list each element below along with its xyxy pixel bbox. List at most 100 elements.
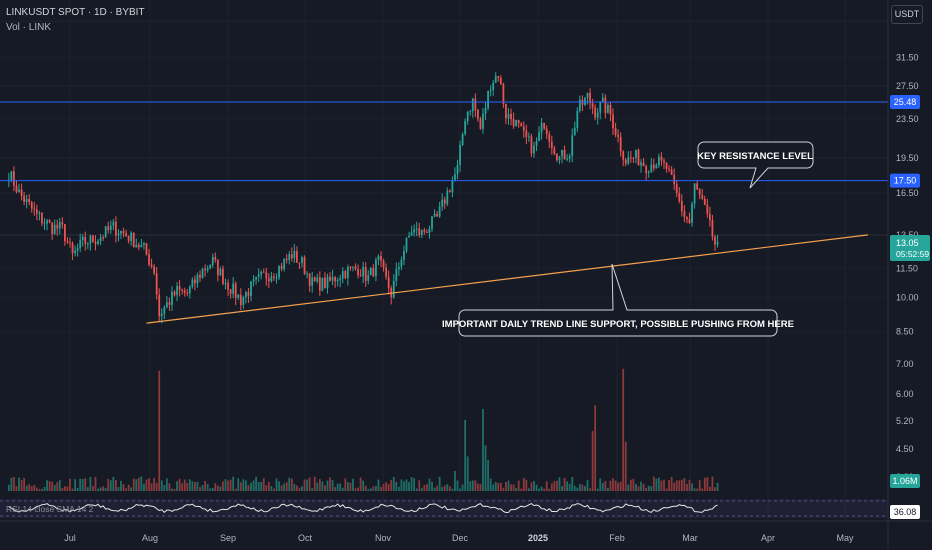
- candle-body: [550, 141, 553, 149]
- candle-body: [30, 202, 33, 209]
- candle-body: [680, 201, 683, 212]
- candle-body: [502, 83, 505, 104]
- candle-body: [321, 277, 324, 291]
- candle-body: [599, 102, 602, 113]
- candle-body: [158, 294, 161, 317]
- currency-badge[interactable]: USDT: [891, 5, 923, 24]
- candle-body: [206, 268, 209, 271]
- candle-body: [183, 290, 186, 293]
- candle-body: [265, 272, 268, 279]
- volume-bar: [688, 479, 691, 491]
- volume-bar: [423, 485, 426, 491]
- volume-bar: [140, 476, 143, 491]
- volume-bar: [418, 480, 421, 491]
- volume-bar: [112, 476, 115, 491]
- candle-body: [92, 235, 94, 243]
- candle-body: [275, 277, 278, 279]
- candle-body: [257, 274, 260, 277]
- candle-body: [267, 278, 270, 282]
- volume-bar: [640, 481, 642, 491]
- candle-body: [426, 231, 428, 233]
- candle-body: [515, 120, 518, 127]
- volume-bar: [507, 480, 510, 491]
- volume-bar: [627, 484, 630, 491]
- volume-bar: [257, 481, 260, 491]
- volume-bar: [497, 482, 500, 491]
- volume-bar: [589, 488, 591, 491]
- candle-body: [242, 297, 245, 305]
- candle-body: [382, 260, 385, 268]
- price-tick-label: 10.00: [896, 293, 919, 303]
- volume-bar: [61, 487, 64, 491]
- candle-body: [408, 235, 410, 238]
- volume-bar: [71, 488, 74, 491]
- level-badge: [890, 95, 920, 110]
- volume-bar: [43, 486, 46, 491]
- rsi-badge-label: 36.08: [894, 507, 917, 517]
- volume-bar: [397, 486, 400, 491]
- volume-bar: [645, 487, 648, 491]
- candle-body: [637, 149, 640, 166]
- volume-bar: [306, 479, 308, 491]
- candle-body: [61, 222, 64, 225]
- candle-body: [487, 90, 489, 109]
- volume-bar: [227, 480, 229, 491]
- volume-bar: [206, 484, 209, 491]
- volume-bar: [99, 487, 102, 491]
- volume-bar: [716, 482, 719, 491]
- candle-body: [20, 189, 23, 196]
- callout-resistance-text: KEY RESISTANCE LEVEL: [697, 151, 813, 162]
- candle-body: [153, 266, 156, 274]
- volume-bar: [270, 486, 273, 491]
- candle-body: [395, 269, 398, 281]
- volume-bar: [173, 488, 176, 491]
- candle-body: [436, 213, 438, 217]
- volume-bar: [573, 485, 576, 491]
- volume-bar: [344, 478, 347, 491]
- volume-bar: [647, 485, 650, 491]
- candle-body: [122, 230, 125, 234]
- candle-body: [102, 237, 105, 239]
- volume-bar: [461, 484, 464, 491]
- candle-body: [311, 277, 314, 286]
- volume-bar: [28, 484, 31, 491]
- candle-body: [441, 199, 444, 207]
- volume-bar: [553, 481, 556, 491]
- volume-bar: [339, 483, 342, 491]
- price-tick-label: 8.50: [896, 327, 914, 337]
- volume-bar: [395, 481, 398, 491]
- volume-bar: [280, 485, 283, 491]
- candle-body: [188, 286, 191, 294]
- candle-body: [339, 278, 342, 280]
- candle-body: [632, 157, 635, 159]
- volume-bar: [41, 488, 43, 491]
- candle-body: [505, 103, 507, 119]
- candle-body: [344, 271, 347, 279]
- volume-bar: [132, 478, 135, 491]
- candle-body: [178, 286, 181, 290]
- candle-body: [245, 292, 247, 298]
- volume-tick-label: 4.50: [896, 444, 914, 454]
- candle-body: [130, 232, 133, 241]
- volume-bar: [15, 486, 18, 491]
- candle-body: [668, 168, 670, 170]
- volume-bar: [617, 482, 620, 491]
- volume-bar: [69, 478, 71, 491]
- volume-bar: [607, 487, 609, 491]
- candle-body: [301, 257, 303, 263]
- volume-bar: [224, 479, 227, 491]
- candle-body: [517, 120, 520, 124]
- candle-body: [454, 174, 456, 181]
- candle-body: [543, 122, 546, 129]
- volume-bar: [298, 487, 301, 491]
- candle-body: [464, 120, 467, 135]
- candle-body: [629, 157, 632, 159]
- trend-line: [146, 234, 869, 324]
- candle-body: [270, 276, 273, 282]
- candle-body: [652, 164, 655, 169]
- volume-bar: [362, 480, 365, 491]
- candle-body: [548, 133, 551, 142]
- candle-body: [107, 226, 110, 230]
- candle-body: [97, 240, 99, 244]
